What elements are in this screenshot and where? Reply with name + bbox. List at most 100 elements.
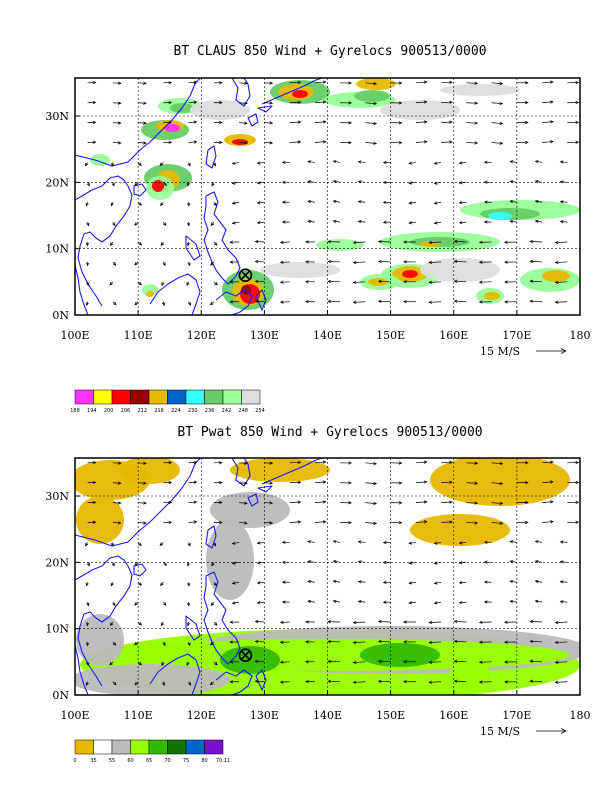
wind-vector-head: [210, 642, 214, 646]
wind-vector-head: [433, 221, 438, 225]
wind-vector-head: [458, 561, 463, 565]
wind-vector: [555, 281, 568, 283]
wind-vector-head: [134, 602, 138, 606]
wind-vector: [555, 261, 568, 263]
wind-vector: [441, 121, 453, 123]
wind-vector: [530, 280, 543, 283]
wind-vector-head: [85, 622, 90, 627]
wind-vector-head: [305, 620, 309, 624]
wind-vector: [358, 221, 366, 223]
wind-vector-head: [373, 121, 378, 126]
wind-vector: [289, 461, 301, 464]
wind-vector-head: [134, 262, 138, 266]
wind-vector-head: [322, 480, 327, 484]
wind-vector-head: [332, 219, 337, 223]
shade-region: [241, 285, 251, 295]
wind-vector-head: [525, 520, 529, 525]
wind-vector: [409, 201, 416, 204]
wind-vector-head: [143, 461, 147, 465]
wind-vector: [530, 660, 543, 663]
wind-vector-head: [244, 101, 248, 105]
wind-vector-head: [509, 199, 514, 204]
wind-vector-head: [214, 661, 218, 666]
wind-vector-head: [111, 182, 115, 187]
wind-vector-head: [529, 659, 534, 663]
wind-vector-head: [474, 101, 479, 105]
wind-vector-head: [138, 582, 143, 586]
wind-vector: [441, 521, 453, 523]
wind-vector: [454, 620, 467, 623]
wind-vector: [188, 101, 197, 104]
wind-vector-head: [534, 179, 539, 184]
wind-vector: [491, 82, 503, 85]
wind-vector-head: [117, 481, 122, 485]
wind-vector-head: [550, 120, 554, 124]
wind-vector-head: [219, 101, 223, 105]
colorbar-swatch: [222, 389, 242, 405]
wind-vector: [466, 462, 478, 464]
colorbar-label: 35: [90, 758, 96, 764]
wind-vector: [112, 522, 121, 524]
wind-vector-head: [352, 280, 357, 285]
wind-vector: [560, 201, 568, 203]
wind-vector-head: [322, 520, 327, 524]
wind-vector-head: [453, 299, 458, 303]
wind-vector-head: [168, 81, 173, 85]
wind-vector: [232, 601, 240, 604]
wind-vector-head: [504, 240, 508, 244]
wind-vector: [239, 522, 248, 524]
wind-vector-head: [357, 580, 362, 584]
wind-vector: [257, 221, 265, 224]
wind-vector-head: [403, 300, 407, 304]
wind-vector-head: [575, 480, 580, 485]
wind-vector-head: [92, 500, 97, 504]
wind-vector: [232, 181, 240, 184]
colorbar-swatch: [130, 739, 150, 755]
reference-vector-head: [560, 348, 567, 354]
wind-vector-head: [483, 540, 488, 544]
wind-vector-head: [408, 581, 413, 585]
wind-vector: [239, 122, 248, 124]
wind-vector-head: [398, 461, 403, 465]
wind-vector-head: [187, 162, 191, 167]
wind-vector-head: [269, 101, 274, 105]
wind-vector-head: [307, 540, 312, 544]
wind-vector: [239, 502, 248, 504]
wind-vector: [434, 221, 442, 224]
wind-vector: [188, 461, 197, 464]
wind-vector-head: [373, 81, 378, 86]
wind-vector-head: [322, 100, 327, 104]
wind-vector-head: [499, 481, 504, 486]
wind-vector: [415, 521, 427, 523]
wind-vector-head: [458, 181, 463, 185]
wind-vector-head: [86, 222, 90, 227]
wind-vector: [333, 200, 341, 203]
colorbar-label: 254: [255, 408, 265, 414]
wind-vector: [441, 101, 453, 104]
lon-label: 120E: [187, 329, 216, 342]
panel-title: BT Pwat 850 Wind + Gyrelocs 900513/0000: [177, 425, 482, 440]
wind-vector-head: [168, 461, 173, 465]
colorbar-label: 70: [164, 758, 170, 764]
wind-vector-head: [279, 300, 284, 304]
wind-vector-head: [193, 500, 198, 504]
wind-vector: [353, 621, 366, 624]
wind-vector: [530, 621, 543, 623]
wind-vector-head: [357, 160, 362, 164]
wind-vector: [138, 142, 147, 144]
wind-vector-head: [377, 679, 382, 683]
colorbar-label: 0: [73, 758, 76, 764]
wind-vector: [358, 161, 366, 163]
wind-vector: [510, 200, 517, 203]
wind-vector-head: [244, 481, 248, 485]
wind-vector-head: [161, 662, 165, 667]
wind-vector: [415, 481, 427, 484]
shade-region: [260, 262, 340, 278]
wind-vector-head: [525, 481, 529, 485]
gyre-location-marker: [238, 268, 253, 283]
wind-vector-head: [210, 222, 215, 226]
wind-vector: [535, 580, 543, 583]
wind-vector-head: [193, 100, 198, 104]
colorbar-swatch: [148, 739, 168, 755]
wind-vector: [434, 581, 442, 584]
